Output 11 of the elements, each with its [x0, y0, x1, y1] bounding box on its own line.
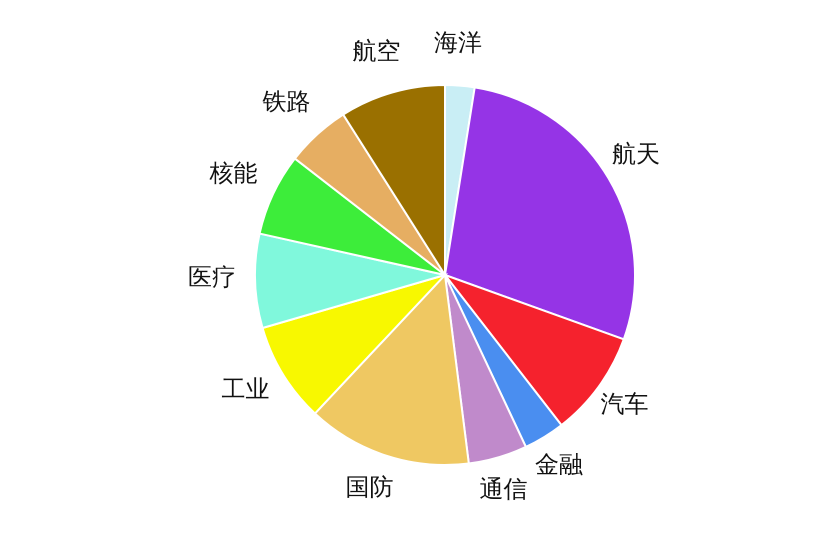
- slice-label: 国防: [346, 472, 394, 501]
- slice-label: 海洋: [434, 28, 482, 57]
- slice-label: 工业: [222, 375, 270, 404]
- slice-label: 核能: [208, 158, 258, 187]
- slice-label: 航空: [352, 37, 400, 66]
- slice-label: 汽车: [600, 390, 648, 418]
- slice-label: 金融: [535, 450, 584, 478]
- slice-label: 航天: [612, 140, 660, 168]
- slice-label: 铁路: [262, 87, 311, 116]
- slice-label: 通信: [480, 474, 528, 503]
- slice-label: 医疗: [188, 263, 236, 292]
